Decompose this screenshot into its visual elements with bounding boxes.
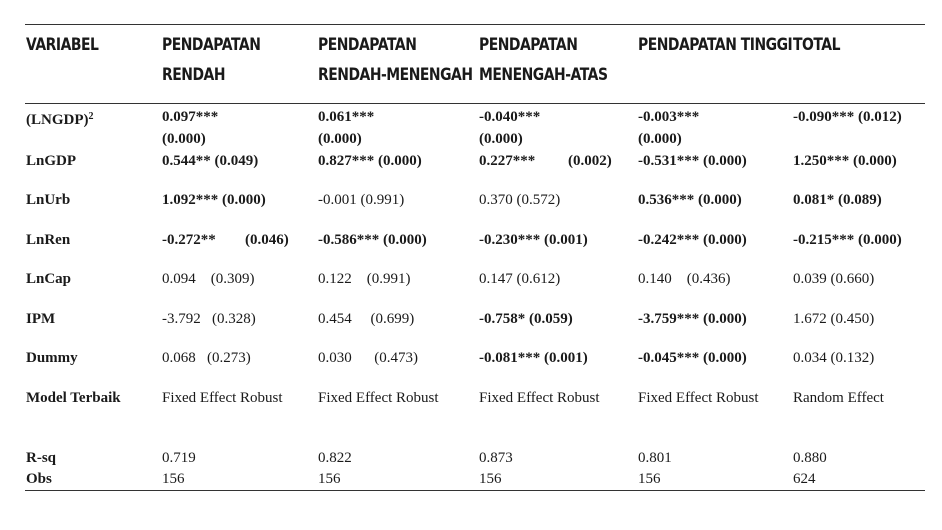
cell-pvalue: (0.000) [318, 131, 362, 147]
cell-value: 156 [318, 471, 341, 487]
superscript: 2 [88, 111, 94, 122]
cell-value: 1.092*** (0.000) [162, 192, 266, 208]
cell-value: 0.030 (0.473) [318, 350, 418, 366]
cell-value: Fixed Effect Robust [162, 390, 283, 406]
row-label: LnUrb [26, 192, 71, 208]
cell-pvalue: (0.000) [162, 131, 206, 147]
cell-total: 0.034 (0.132) [793, 350, 875, 366]
cell-value: -0.001 (0.991) [318, 192, 405, 208]
cell-total: -0.215*** (0.000) [793, 232, 902, 248]
table-bottom-rule [25, 490, 925, 491]
cell-total: 624 [793, 471, 816, 487]
cell-value: 0.454 (0.699) [318, 311, 415, 327]
cell-total: 1.250*** (0.000) [793, 153, 897, 169]
header-pendapatan-rendah: PENDAPATAN RENDAH [162, 30, 261, 90]
cell-value: -0.531*** (0.000) [638, 153, 747, 169]
header-line: MENENGAH-ATAS [479, 65, 608, 85]
header-line: RENDAH-MENENGAH [318, 65, 473, 85]
row-label: IPM [26, 311, 56, 327]
row-label: (LNGDP)2 [26, 111, 94, 128]
row-label: Dummy [26, 350, 78, 366]
cell-value: -0.081*** (0.001) [479, 350, 588, 366]
row-label: Obs [26, 471, 52, 487]
cell-coef: 0.097*** [162, 109, 219, 125]
header-line: PENDAPATAN [162, 35, 261, 55]
cell-coef: -0.040*** [479, 109, 541, 125]
row-label: LnRen [26, 232, 71, 248]
header-line: RENDAH [162, 65, 225, 85]
cell-value: 0.140 (0.436) [638, 271, 731, 287]
header-pendapatan-tinggi: PENDAPATAN TINGGI [638, 35, 793, 55]
cell-value: 0.719 [162, 450, 196, 466]
table-top-rule [25, 24, 925, 25]
header-pendapatan-rendah-menengah: PENDAPATAN RENDAH-MENENGAH [318, 30, 473, 90]
cell-value: 0.536*** (0.000) [638, 192, 742, 208]
cell-pvalue: (0.000) [638, 131, 682, 147]
cell-total: 1.672 (0.450) [793, 311, 875, 327]
table-header-rule [25, 103, 925, 104]
cell-value: 0.147 (0.612) [479, 271, 561, 287]
cell-value: -0.045*** (0.000) [638, 350, 747, 366]
cell-value: 156 [479, 471, 502, 487]
cell-value: -0.230*** (0.001) [479, 232, 588, 248]
cell-value: 0.094 (0.309) [162, 271, 255, 287]
cell-value: -3.792 (0.328) [162, 311, 256, 327]
cell-value: Fixed Effect Robust [479, 390, 600, 406]
header-total: TOTAL [793, 35, 841, 55]
cell-value: -0.242*** (0.000) [638, 232, 747, 248]
header-variabel: VARIABEL [26, 35, 99, 55]
row-label: LnGDP [26, 153, 77, 169]
cell-coef: 0.061*** [318, 109, 375, 125]
header-line: PENDAPATAN [479, 35, 578, 55]
cell-value: 0.873 [479, 450, 513, 466]
cell-pvalue: (0.002) [568, 153, 612, 169]
cell-value: 0.827*** (0.000) [318, 153, 422, 169]
cell-value: -3.759*** (0.000) [638, 311, 747, 327]
header-pendapatan-menengah-atas: PENDAPATAN MENENGAH-ATAS [479, 30, 608, 90]
cell-coef: -0.272** [162, 232, 216, 248]
cell-total: 0.039 (0.660) [793, 271, 875, 287]
cell-value: 0.068 (0.273) [162, 350, 251, 366]
cell-value: 0.822 [318, 450, 352, 466]
cell-total: Random Effect [793, 390, 884, 406]
cell-value: -0.758* (0.059) [479, 311, 573, 327]
header-line: PENDAPATAN [318, 35, 417, 55]
cell-value: Fixed Effect Robust [638, 390, 759, 406]
cell-pvalue: (0.000) [479, 131, 523, 147]
cell-value: -0.586*** (0.000) [318, 232, 427, 248]
cell-value: 0.544** (0.049) [162, 153, 259, 169]
row-label: Model Terbaik [26, 390, 121, 406]
row-label: R-sq [26, 450, 57, 466]
cell-value: Fixed Effect Robust [318, 390, 439, 406]
cell-value: 0.801 [638, 450, 672, 466]
cell-total: 0.880 [793, 450, 827, 466]
cell-value: 156 [162, 471, 185, 487]
cell-value: 0.122 (0.991) [318, 271, 411, 287]
cell-value: 156 [638, 471, 661, 487]
cell-coef: -0.003*** [638, 109, 700, 125]
cell-total: -0.090*** (0.012) [793, 109, 902, 125]
row-label: LnCap [26, 271, 72, 287]
cell-value: 0.370 (0.572) [479, 192, 561, 208]
cell-pvalue: (0.046) [245, 232, 289, 248]
cell-total: 0.081* (0.089) [793, 192, 882, 208]
cell-coef: 0.227*** [479, 153, 536, 169]
